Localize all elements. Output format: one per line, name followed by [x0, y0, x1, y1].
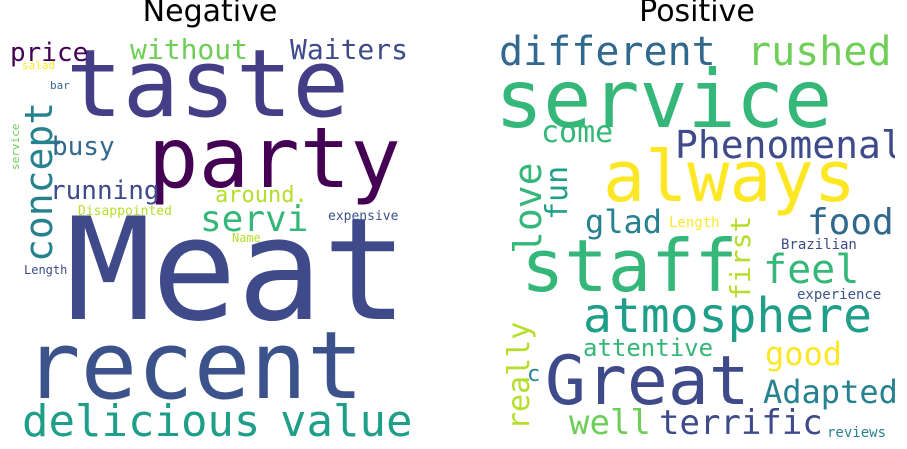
word-party: party [148, 109, 401, 207]
word-length: Length [24, 263, 68, 277]
word-taste: taste [66, 30, 349, 139]
word-reviews: reviews [827, 425, 887, 441]
word-great: Great [545, 342, 750, 421]
word-waiters: Waiters [290, 33, 409, 66]
negative-title: Negative [142, 0, 278, 29]
word-brazilian: Brazilian [781, 237, 857, 253]
word-meat: Meat [66, 188, 408, 353]
word-different: different [499, 30, 716, 75]
word-attentive: attentive [583, 334, 714, 362]
word-around: around. [215, 183, 308, 208]
word-well: well [569, 403, 651, 443]
word-always: always [603, 136, 856, 218]
word-adapted: Adapted [763, 373, 895, 411]
word-atmosphere: atmosphere [583, 288, 872, 344]
word-busy: busy [52, 132, 115, 162]
word-staff: staff [521, 224, 738, 308]
word-salad: salad [22, 59, 56, 72]
word-servi: servi [200, 199, 309, 240]
word-feel: feel [763, 247, 860, 293]
word-service-small: service [10, 123, 22, 170]
word-value: value [280, 396, 410, 445]
word-experience: experience [797, 287, 882, 303]
word-without: without [130, 33, 249, 66]
word-food: food [807, 202, 894, 243]
word-expensive: expensive [328, 209, 399, 224]
positive-title: Positive [639, 0, 755, 29]
word-phenomenal: Phenomenal [675, 123, 895, 167]
word-disappointed: Disappointed [78, 204, 172, 219]
word-come: come [541, 115, 614, 150]
positive-word-cloud: different rushed service come Phenomenal… [495, 30, 895, 445]
word-delicious: delicious [22, 396, 261, 445]
word-rushed: rushed [747, 30, 892, 75]
negative-word-cloud: taste party Meat recent delicious value … [10, 30, 410, 445]
word-bar: bar [50, 79, 70, 92]
word-terrific: terrific [659, 403, 823, 443]
word-name: Name [232, 231, 261, 245]
word-recent: recent [24, 312, 364, 421]
word-glad: glad [585, 203, 663, 241]
word-length: Length [669, 215, 720, 231]
word-price: price [10, 38, 89, 68]
word-good: good [765, 335, 843, 373]
word-c: c [527, 362, 541, 387]
word-running: running [50, 176, 160, 206]
word-service: service [495, 53, 833, 146]
